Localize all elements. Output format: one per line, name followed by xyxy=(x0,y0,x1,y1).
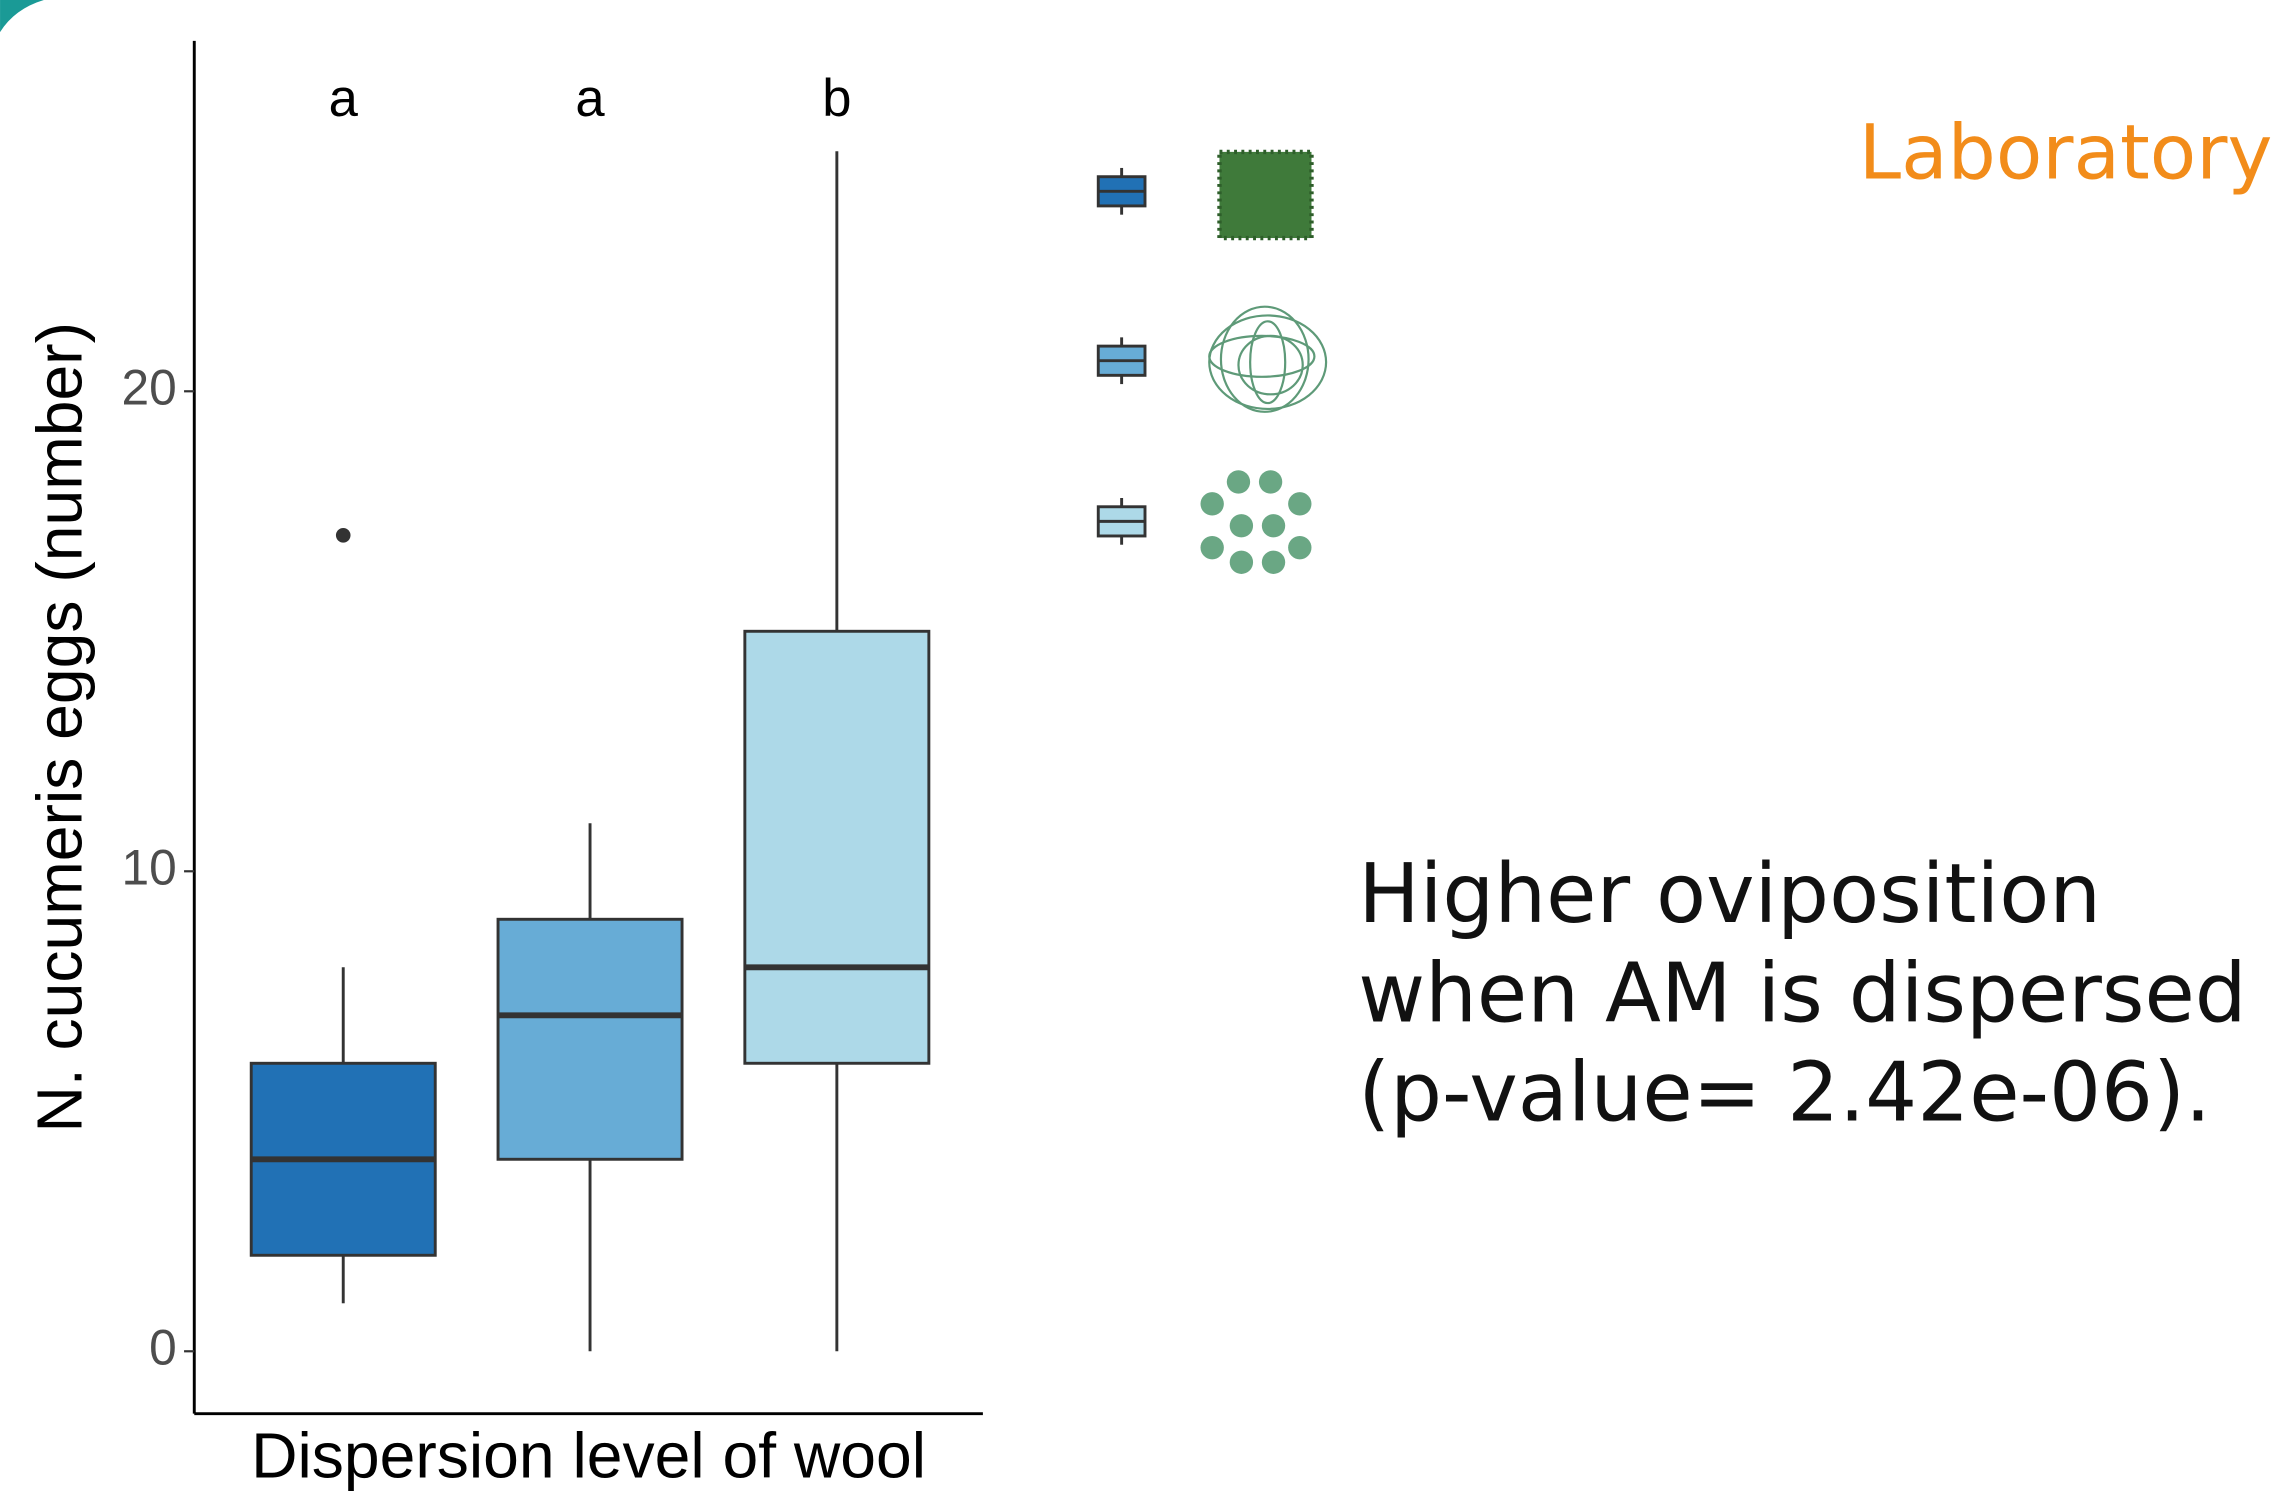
wool-image-loose xyxy=(1208,305,1328,413)
note-line: when AM is dispersed xyxy=(1358,946,2246,1041)
wool-image-dispersed xyxy=(1200,470,1312,574)
outlier xyxy=(335,527,351,543)
panel-label: Laboratory xyxy=(1859,109,2273,197)
group-letter: a xyxy=(575,69,605,128)
group-letter: a xyxy=(329,69,359,128)
y-tick-label: 10 xyxy=(122,839,177,895)
box xyxy=(496,917,684,1161)
note-line: Higher oviposition xyxy=(1358,847,2101,942)
x-axis-label: Dispersion level of wool xyxy=(251,1419,926,1491)
note-line: (p-value= 2.42e-06). xyxy=(1358,1046,2211,1141)
wool-texture xyxy=(1217,149,1314,241)
wool-image-compact xyxy=(1219,151,1312,239)
y-axis-label: N. cucumeris eggs (number) xyxy=(23,322,95,1133)
corner-decoration xyxy=(0,0,44,33)
y-tick-label: 0 xyxy=(149,1319,177,1375)
box xyxy=(743,629,931,1065)
y-tick-label: 20 xyxy=(122,359,177,415)
group-letter: b xyxy=(822,69,851,128)
